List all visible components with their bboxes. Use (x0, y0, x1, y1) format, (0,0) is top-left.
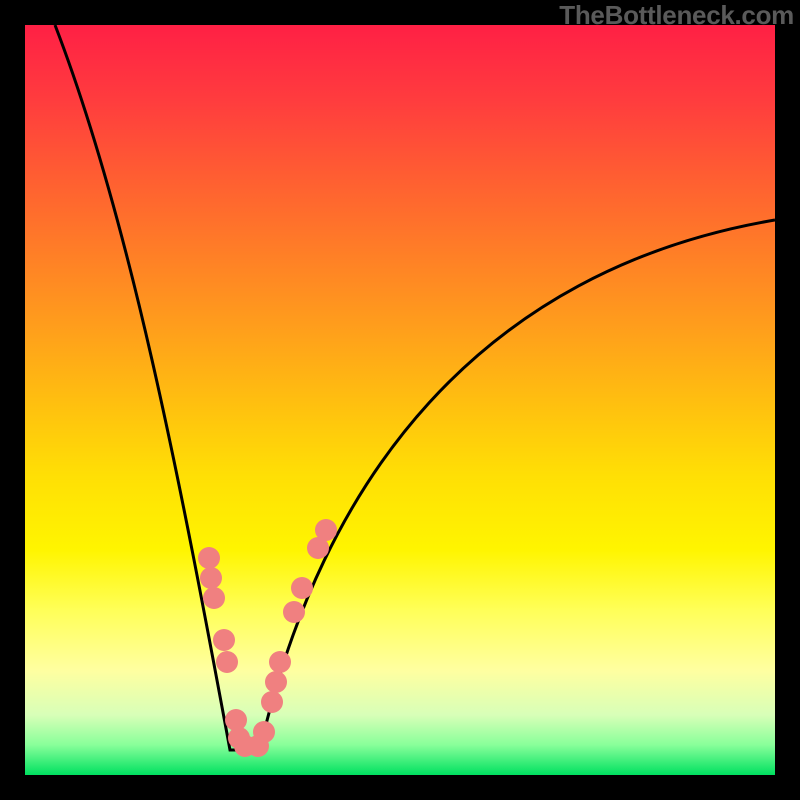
bead-marker (265, 671, 287, 693)
bead-marker (200, 567, 222, 589)
bead-marker (261, 691, 283, 713)
figure-root: TheBottleneck.com (0, 0, 800, 800)
plot-background (25, 25, 775, 775)
bead-marker (216, 651, 238, 673)
bead-marker (198, 547, 220, 569)
bead-marker (283, 601, 305, 623)
chart-svg (0, 0, 800, 800)
bead-marker (315, 519, 337, 541)
bead-marker (253, 721, 275, 743)
bead-marker (291, 577, 313, 599)
bead-marker (269, 651, 291, 673)
bead-marker (203, 587, 225, 609)
bead-marker (213, 629, 235, 651)
watermark-text: TheBottleneck.com (559, 0, 794, 31)
